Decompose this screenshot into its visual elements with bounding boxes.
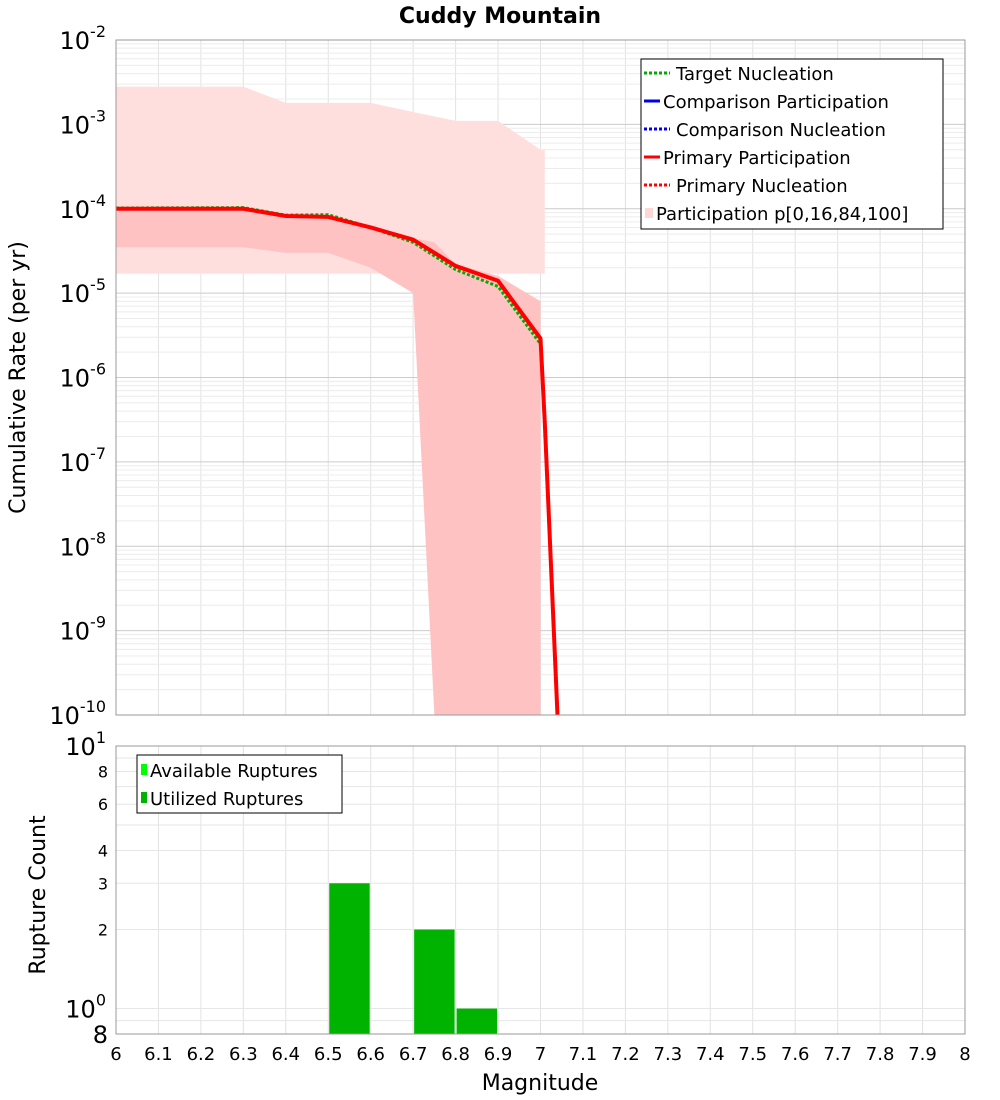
bottom-y-tick-label: 101 xyxy=(65,728,106,761)
top-series-lines xyxy=(115,206,560,716)
x-tick-label: 7.5 xyxy=(738,1044,767,1065)
x-tick-label: 7.9 xyxy=(908,1044,937,1065)
x-tick-label: 6.4 xyxy=(271,1044,300,1065)
top-y-tick-label: 10-3 xyxy=(60,106,107,139)
series-primary-participation xyxy=(116,206,560,716)
x-tick-label: 7.2 xyxy=(611,1044,640,1065)
top-y-tick-label: 10-2 xyxy=(60,22,107,55)
x-tick-label: 6.3 xyxy=(229,1044,258,1065)
x-axis-label: Magnitude xyxy=(482,1071,599,1096)
top-y-tick-label: 10-6 xyxy=(60,360,107,393)
bottom-y-tick-label: 8 xyxy=(93,1021,108,1049)
x-tick-label: 7.8 xyxy=(866,1044,895,1065)
legend-label-available-ruptures: Available Ruptures xyxy=(150,761,318,782)
top-y-axis-label: Cumulative Rate (per yr) xyxy=(6,241,31,514)
x-tick-label: 6.7 xyxy=(399,1044,428,1065)
top-y-tick-label: 10-5 xyxy=(60,275,107,308)
legend-label-primary-nucleation: Primary Nucleation xyxy=(676,176,848,197)
legend-swatch-available-ruptures xyxy=(141,764,147,775)
rupture-bars xyxy=(329,883,498,1034)
top-y-tick-label: 10-10 xyxy=(49,697,106,730)
x-tick-label: 6 xyxy=(110,1044,121,1065)
legend-label-participation-band: Participation p[0,16,84,100] xyxy=(656,204,908,225)
legend-label-comparison-participation: Comparison Participation xyxy=(663,92,889,113)
bottom-y-tick-label: 3 xyxy=(98,874,108,893)
x-tick-label: 6.6 xyxy=(356,1044,385,1065)
top-y-tick-labels: 10-2 10-3 10-4 10-5 10-6 10-7 10-8 10-9 10-10 xyxy=(49,22,106,730)
x-tick-label: 6.8 xyxy=(441,1044,470,1065)
bottom-y-tick-label: 2 xyxy=(98,921,108,940)
rupture-bar xyxy=(456,1008,498,1034)
x-tick-label: 7 xyxy=(535,1044,546,1065)
bottom-y-tick-label: 100 xyxy=(65,991,106,1024)
top-legend-box xyxy=(640,58,944,230)
rupture-bar xyxy=(329,883,370,1034)
x-tick-labels: 6 6.1 6.2 6.3 6.4 6.5 6.6 6.7 6.8 6.9 7 7.1 7.2 7.3 7.… xyxy=(110,1044,970,1065)
participation-bands xyxy=(116,86,545,715)
x-tick-label: 7.6 xyxy=(781,1044,810,1065)
legend-label-comparison-nucleation: Comparison Nucleation xyxy=(676,120,886,141)
top-y-tick-label: 10-4 xyxy=(60,191,107,224)
legend-swatch-utilized-ruptures xyxy=(141,792,147,803)
legend-label-primary-participation: Primary Participation xyxy=(663,148,851,169)
top-plot-frame xyxy=(115,39,966,716)
x-tick-label: 6.5 xyxy=(314,1044,343,1065)
bottom-legend-box xyxy=(136,754,343,814)
x-tick-label: 7.7 xyxy=(823,1044,852,1065)
legend-label-utilized-ruptures: Utilized Ruptures xyxy=(150,789,303,810)
legend-label-target-nucleation: Target Nucleation xyxy=(675,64,834,85)
bottom-grid xyxy=(115,745,966,1035)
x-tick-label: 6.1 xyxy=(144,1044,173,1065)
band-inner xyxy=(116,208,541,715)
legend-swatch-participation-band xyxy=(645,208,653,218)
x-tick-label: 6.9 xyxy=(484,1044,513,1065)
bottom-y-tick-label: 8 xyxy=(98,762,108,781)
top-y-tick-label: 10-9 xyxy=(60,613,107,646)
chart-title: Cuddy Mountain xyxy=(399,4,601,29)
bottom-y-tick-label: 6 xyxy=(98,795,108,814)
top-y-tick-label: 10-7 xyxy=(60,444,107,477)
x-tick-label: 6.2 xyxy=(187,1044,216,1065)
top-legend: Target Nucleation Comparison Participati… xyxy=(640,58,944,230)
x-tick-label: 7.1 xyxy=(569,1044,598,1065)
x-tick-label: 8 xyxy=(959,1044,970,1065)
top-y-tick-label: 10-8 xyxy=(60,528,107,561)
bottom-legend: Available Ruptures Utilized Ruptures xyxy=(136,754,343,814)
x-tick-label: 7.4 xyxy=(696,1044,725,1065)
bottom-plot-frame xyxy=(115,745,966,1035)
bottom-y-axis-label: Rupture Count xyxy=(26,815,51,975)
rupture-bar xyxy=(414,929,455,1034)
x-tick-label: 7.3 xyxy=(654,1044,683,1065)
bottom-y-tick-label: 4 xyxy=(98,841,108,860)
